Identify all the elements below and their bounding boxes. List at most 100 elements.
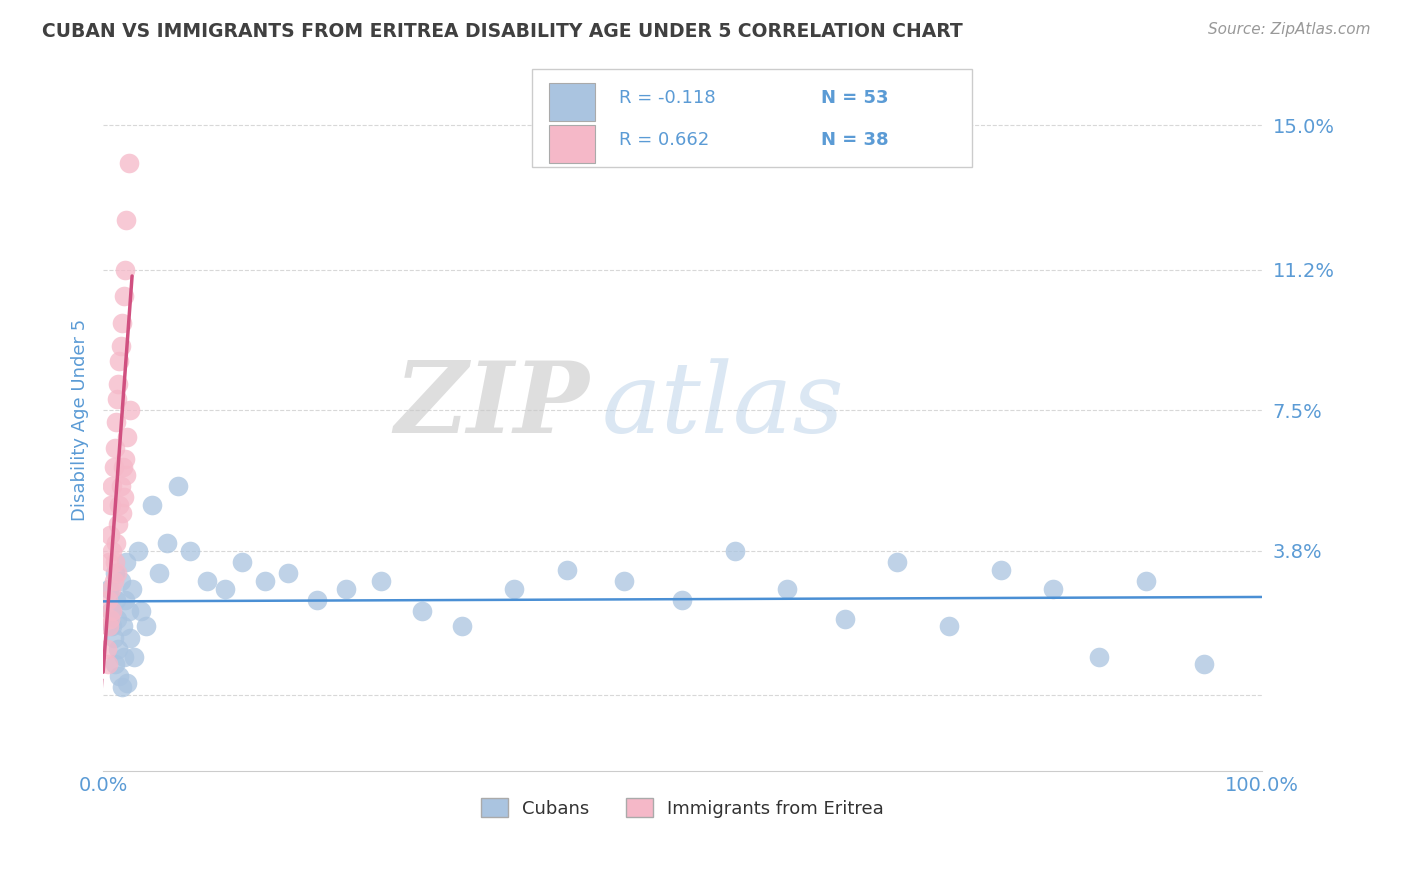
Point	[1042, 582, 1064, 596]
Point	[107, 642, 129, 657]
Point	[117, 604, 139, 618]
Point	[110, 479, 132, 493]
Point	[112, 649, 135, 664]
Point	[411, 604, 433, 618]
Point	[98, 528, 121, 542]
Point	[101, 604, 124, 618]
Point	[555, 562, 578, 576]
Point	[117, 156, 139, 170]
Point	[114, 452, 136, 467]
Point	[112, 491, 135, 505]
Point	[114, 593, 136, 607]
Point	[112, 289, 135, 303]
Point	[101, 479, 124, 493]
Legend: Cubans, Immigrants from Eritrea: Cubans, Immigrants from Eritrea	[474, 791, 891, 825]
Point	[105, 612, 128, 626]
Point	[503, 582, 526, 596]
Point	[100, 582, 122, 596]
Point	[117, 676, 139, 690]
Point	[156, 536, 179, 550]
Text: CUBAN VS IMMIGRANTS FROM ERITREA DISABILITY AGE UNDER 5 CORRELATION CHART: CUBAN VS IMMIGRANTS FROM ERITREA DISABIL…	[42, 22, 963, 41]
Point	[107, 516, 129, 531]
Point	[131, 604, 153, 618]
Point	[148, 566, 170, 581]
Point	[990, 562, 1012, 576]
Text: ZIP: ZIP	[395, 358, 589, 454]
Point	[111, 506, 134, 520]
Point	[105, 392, 128, 406]
Point	[104, 536, 127, 550]
Point	[121, 582, 143, 596]
Point	[101, 543, 124, 558]
Point	[98, 612, 121, 626]
Point	[108, 498, 131, 512]
Point	[104, 566, 127, 581]
Point	[108, 353, 131, 368]
Point	[117, 430, 139, 444]
Point	[118, 631, 141, 645]
Point	[613, 574, 636, 588]
Point	[124, 649, 146, 664]
Point	[97, 619, 120, 633]
Point	[97, 555, 120, 569]
Point	[107, 376, 129, 391]
Point	[96, 642, 118, 657]
Point	[110, 574, 132, 588]
Point	[115, 555, 138, 569]
Point	[775, 582, 797, 596]
Point	[127, 543, 149, 558]
Text: N = 38: N = 38	[821, 131, 889, 149]
FancyBboxPatch shape	[550, 83, 596, 121]
Point	[671, 593, 693, 607]
Point	[114, 262, 136, 277]
Point	[834, 612, 856, 626]
Point	[886, 555, 908, 569]
Point	[100, 604, 122, 618]
Point	[307, 593, 329, 607]
Point	[167, 479, 190, 493]
Point	[214, 582, 236, 596]
FancyBboxPatch shape	[550, 125, 596, 163]
Point	[111, 316, 134, 330]
Point	[197, 574, 219, 588]
Text: Source: ZipAtlas.com: Source: ZipAtlas.com	[1208, 22, 1371, 37]
Point	[277, 566, 299, 581]
Point	[254, 574, 277, 588]
Point	[135, 619, 157, 633]
Point	[370, 574, 392, 588]
Point	[115, 467, 138, 482]
Y-axis label: Disability Age Under 5: Disability Age Under 5	[72, 318, 89, 521]
Point	[1192, 657, 1215, 672]
Point	[104, 415, 127, 429]
Point	[104, 555, 127, 569]
Text: R = -0.118: R = -0.118	[619, 89, 716, 107]
Point	[104, 441, 127, 455]
Point	[103, 460, 125, 475]
Point	[451, 619, 474, 633]
Point	[97, 657, 120, 672]
Point	[103, 631, 125, 645]
Point	[231, 555, 253, 569]
Point	[105, 566, 128, 581]
Text: atlas: atlas	[602, 358, 844, 453]
Point	[111, 460, 134, 475]
Point	[335, 582, 357, 596]
Point	[1135, 574, 1157, 588]
Point	[100, 498, 122, 512]
Point	[103, 574, 125, 588]
Text: N = 53: N = 53	[821, 89, 889, 107]
Point	[111, 680, 134, 694]
Point	[141, 498, 163, 512]
Point	[179, 543, 201, 558]
Point	[1088, 649, 1111, 664]
Point	[97, 582, 120, 596]
Point	[938, 619, 960, 633]
Text: R = 0.662: R = 0.662	[619, 131, 709, 149]
Point	[101, 619, 124, 633]
Point	[110, 338, 132, 352]
Point	[104, 593, 127, 607]
Point	[111, 619, 134, 633]
Point	[104, 657, 127, 672]
Point	[108, 669, 131, 683]
Point	[97, 593, 120, 607]
